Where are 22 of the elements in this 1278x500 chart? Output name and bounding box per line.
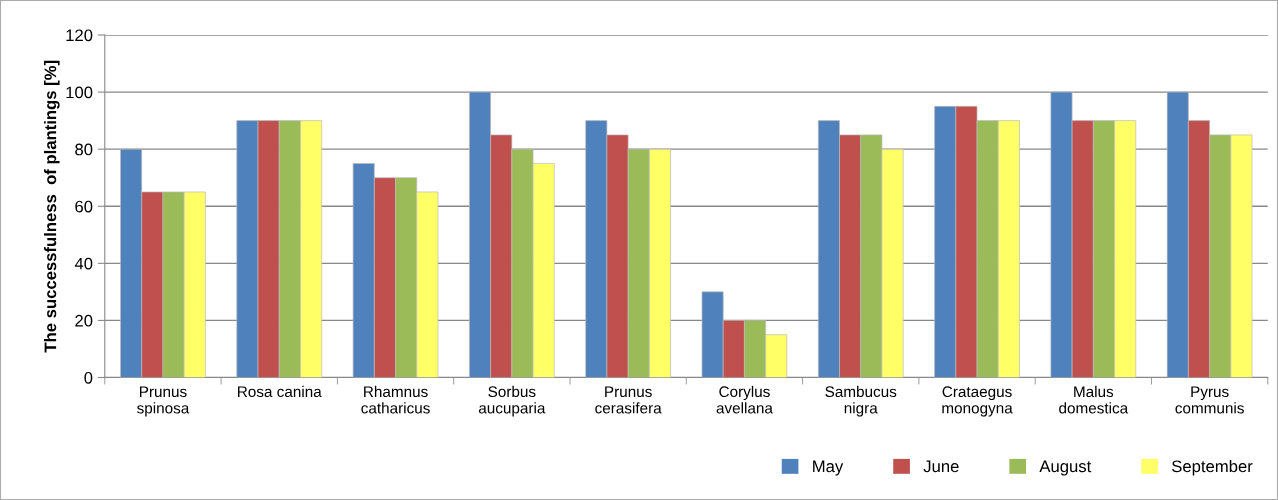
x-tick-label: Rhamnus catharicus <box>361 385 430 414</box>
y-tick-label: 20 <box>75 314 93 327</box>
x-tick-label: Prunus spinosa <box>137 386 190 417</box>
x-tick-label: Crataegus monogyna <box>942 386 1013 417</box>
x-tick-label: Prunus cerasifera <box>595 386 662 414</box>
legend-label: September <box>1172 459 1253 476</box>
y-axis-title: The successfulness of plantings [%] <box>44 60 60 353</box>
x-tick-label: Pyrus communis <box>1175 386 1244 414</box>
y-tick-label: 120 <box>66 29 93 42</box>
y-tick-label: 40 <box>74 257 93 270</box>
x-tick-label: Malus domestica <box>1059 385 1129 414</box>
y-tick-label: 60 <box>75 200 93 213</box>
legend-label: May <box>813 460 844 476</box>
x-tick-label: Rosa canina <box>238 385 322 398</box>
legend-label: June <box>923 460 959 473</box>
x-tick-label: Sorbus aucuparia <box>478 385 546 417</box>
x-tick-label: Sambucus nigra <box>825 385 897 417</box>
x-tick-label: Corylus avellana <box>716 385 773 414</box>
legend-label: August <box>1039 460 1092 476</box>
y-tick-label: 100 <box>66 86 93 99</box>
y-tick-label: 0 <box>84 371 93 384</box>
y-tick-label: 80 <box>75 143 93 156</box>
